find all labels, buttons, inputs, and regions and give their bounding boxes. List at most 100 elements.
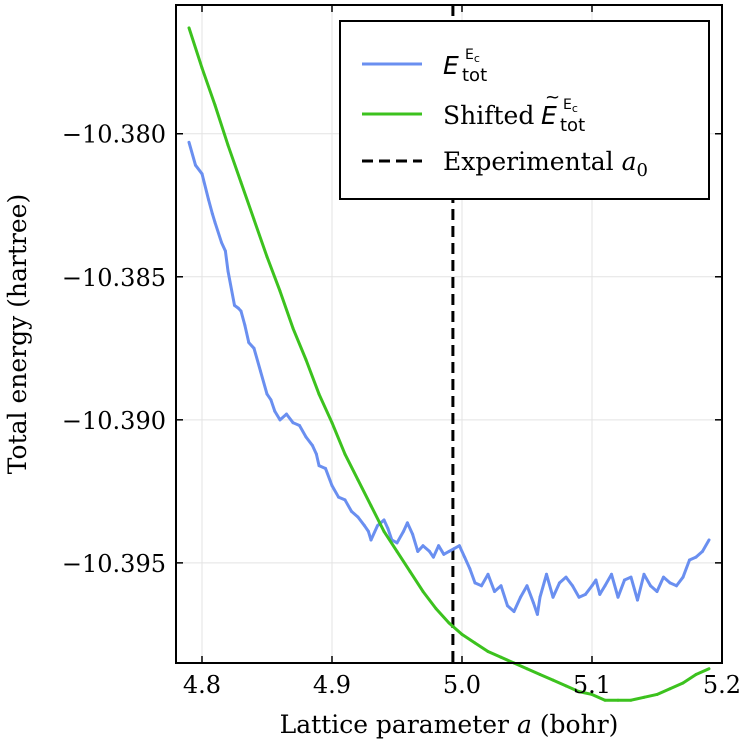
tick-labels: 4.8 4.9 5.0 5.1 5.2 −10.380 −10.385 −10.390 −10.… [62, 121, 741, 699]
etot-series-segment [564, 575, 574, 588]
shifted-etot-series-segment [421, 589, 438, 611]
etot-series-segment [629, 575, 639, 602]
etot-series-segment [525, 584, 535, 605]
etot-series-segment [273, 409, 282, 422]
shifted-etot-series-segment [486, 650, 503, 659]
y-tick-label: −10.395 [62, 550, 166, 578]
shifted-etot-series-segment [564, 684, 581, 694]
shifted-etot-series-segment [408, 569, 425, 593]
shifted-etot-series-segment [681, 672, 698, 685]
etot-series-segment [311, 444, 318, 456]
legend: E tot Ec Shifted E ~ tot Ec Experimental… [339, 20, 710, 200]
plot-frame [175, 4, 723, 664]
etot-series-segment [298, 424, 308, 439]
x-axis-label: Lattice parameter a (bohr) [280, 710, 619, 739]
etot-series-segment [285, 412, 295, 425]
etot-series-segment [431, 544, 441, 559]
shifted-etot-series-segment [525, 667, 542, 676]
shifted-etot-series-segment [655, 687, 672, 696]
etot-series-segment [314, 452, 321, 468]
shifted-etot-series-segment [694, 667, 711, 676]
etot-series-segment [200, 172, 210, 202]
etot-series-segment [220, 240, 227, 253]
etot-series-segment [486, 572, 496, 593]
etot-series-segment [538, 572, 548, 599]
etot-series-segment [571, 584, 581, 599]
etot-series-segment [551, 581, 561, 599]
etot-series-segment [239, 309, 247, 327]
etot-series-segment [616, 578, 626, 599]
etot-series-segment [194, 163, 204, 176]
tick-marks [176, 5, 723, 663]
legend-entry-shifted: Shifted E ~ tot Ec [362, 87, 585, 136]
etot-series-segment [369, 524, 379, 542]
shifted-etot-series-segment [460, 632, 477, 645]
etot-series [187, 140, 711, 616]
legend-label-shifted-sup: Ec [563, 97, 578, 115]
shifted-etot-series-segment [434, 607, 451, 625]
y-tick-label: −10.380 [62, 121, 166, 149]
etot-series-segment [382, 518, 390, 531]
shifted-etot-series-segment [330, 421, 347, 456]
legend-label-shifted-prefix: Shifted [443, 101, 534, 130]
x-tick-label: 5.2 [703, 671, 741, 699]
etot-series-segment [207, 198, 214, 216]
legend-label-etot: E [443, 51, 459, 80]
legend-entry-etot: E tot Ec [362, 47, 487, 86]
y-tick-label: −10.385 [62, 264, 166, 292]
legend-entry-experimental: Experimental a0 [362, 147, 648, 181]
etot-series-segment [603, 572, 613, 588]
shifted-etot-series-segment [291, 326, 308, 362]
etot-series-segment [252, 346, 262, 373]
etot-series-segment [594, 578, 602, 596]
etot-series-segment [269, 398, 277, 413]
shifted-etot-series-segment [590, 692, 607, 702]
etot-series-segment [386, 527, 394, 542]
etot-series-segment [187, 140, 197, 167]
y-axis-label: Total energy (hartree) [3, 194, 32, 474]
legend-label-shifted-sub: tot [560, 115, 585, 136]
etot-series-segment [610, 572, 620, 599]
etot-series-segment [463, 555, 472, 571]
etot-series-segment [480, 572, 490, 588]
etot-series-segment [405, 521, 415, 536]
y-tick-label: −10.390 [62, 407, 166, 435]
shifted-etot-series-segment [187, 26, 204, 70]
etot-series-segment [512, 595, 522, 614]
shifted-etot-series-segment [213, 103, 230, 147]
etot-series-segment [468, 567, 477, 585]
shifted-etot-series-segment [447, 621, 464, 636]
shifted-etot-series-segment [668, 681, 685, 691]
etot-series-segment [259, 369, 269, 396]
shifted-etot-series-segment [551, 678, 568, 688]
etot-series-segment [642, 572, 652, 588]
shifted-etot-series-segment [538, 672, 555, 682]
etot-series-segment [675, 575, 685, 588]
shifted-etot-series-segment [577, 690, 594, 696]
etot-series-segment [304, 435, 314, 448]
etot-series-segment [213, 220, 223, 244]
legend-label-etot-sub: tot [462, 65, 487, 86]
x-tick-label: 4.8 [183, 671, 221, 699]
shifted-etot-series-segment [226, 143, 243, 184]
etot-series-segment [655, 575, 665, 593]
shifted-etot-series-segment [252, 218, 269, 259]
x-tick-label: 4.9 [313, 671, 351, 699]
shifted-etot-series-segment [473, 641, 490, 654]
etot-series-segment [535, 595, 542, 616]
etot-series-segment [343, 498, 353, 513]
legend-box [339, 20, 710, 200]
etot-series-segment [584, 584, 594, 596]
etot-series-segment [545, 572, 555, 599]
etot-series-segment [411, 532, 420, 553]
shifted-etot-series-segment [382, 529, 399, 553]
legend-label-shifted-tilde: ~ [545, 87, 560, 108]
etot-series-segment [457, 544, 467, 559]
etot-series-segment [226, 269, 236, 307]
shifted-etot-series-segment [239, 180, 256, 222]
etot-series-segment [681, 558, 691, 579]
etot-series-segment [701, 538, 711, 553]
etot-series-segment [519, 584, 529, 599]
etot-series-segment [243, 323, 251, 345]
